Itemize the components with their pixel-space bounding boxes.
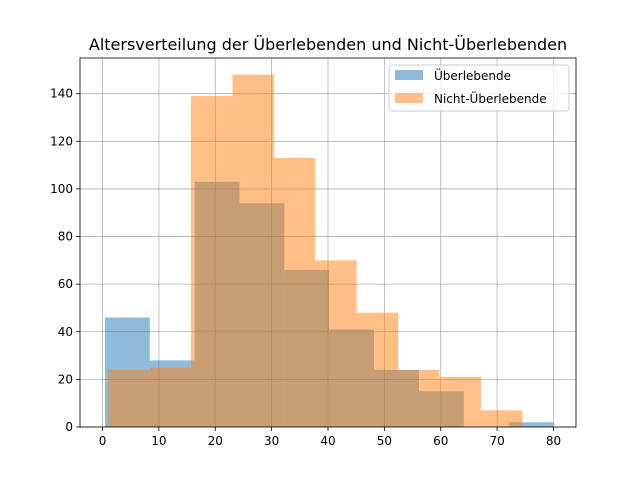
x-tick: 50 xyxy=(377,427,392,448)
x-tick: 10 xyxy=(151,427,167,448)
x-tick: 0 xyxy=(99,427,107,448)
legend-box xyxy=(388,64,570,112)
y-tick: 0 xyxy=(65,420,80,434)
y-tick: 120 xyxy=(50,134,80,148)
x-tick: 80 xyxy=(546,427,561,448)
histogram-bar xyxy=(356,312,399,427)
x-tick-label: 0 xyxy=(99,434,107,448)
legend: Überlebende Nicht-Überlebende xyxy=(388,64,570,112)
x-tick: 60 xyxy=(433,427,448,448)
y-tick: 60 xyxy=(58,277,80,291)
histogram-bar xyxy=(232,74,274,427)
series-1-bars xyxy=(108,74,523,427)
legend-swatch-non-survivors xyxy=(395,93,423,103)
x-tick-label: 50 xyxy=(377,434,392,448)
y-tick-label: 100 xyxy=(50,182,73,196)
y-tick-label: 80 xyxy=(58,230,73,244)
legend-label-survivors: Überlebende xyxy=(434,67,511,83)
histogram-bar xyxy=(191,96,233,427)
y-tick-label: 140 xyxy=(50,87,73,101)
y-tick-label: 20 xyxy=(58,372,73,386)
x-tick-label: 40 xyxy=(320,434,335,448)
x-tick: 70 xyxy=(489,427,505,448)
histogram-bar xyxy=(508,422,554,427)
x-tick-label: 60 xyxy=(433,434,448,448)
x-tick: 20 xyxy=(208,427,223,448)
y-tick: 140 xyxy=(50,87,80,101)
histogram-bar xyxy=(315,260,357,427)
histogram-bar xyxy=(149,367,192,427)
histogram-bar xyxy=(398,369,440,427)
x-tick: 30 xyxy=(264,427,279,448)
y-tick: 80 xyxy=(58,230,80,244)
x-tick-label: 20 xyxy=(208,434,223,448)
y-tick: 20 xyxy=(58,372,80,386)
x-tick: 40 xyxy=(320,427,336,448)
histogram-bar xyxy=(481,410,523,427)
y-tick-label: 40 xyxy=(58,325,73,339)
y-tick: 100 xyxy=(50,182,80,196)
x-tick-label: 10 xyxy=(151,434,166,448)
chart-title: Altersverteilung der Überlebenden und Ni… xyxy=(89,35,567,54)
histogram-bar xyxy=(108,369,150,427)
y-tick: 40 xyxy=(58,325,80,339)
y-tick-label: 0 xyxy=(65,420,73,434)
x-tick-label: 80 xyxy=(546,434,561,448)
x-axis: 0 10 20 30 40 50 60 70 80 xyxy=(99,427,561,448)
x-tick-label: 70 xyxy=(489,434,504,448)
legend-swatch-survivors xyxy=(395,70,423,80)
y-tick-label: 60 xyxy=(58,277,73,291)
y-tick-label: 120 xyxy=(50,134,73,148)
histogram-bar xyxy=(439,377,482,427)
histogram-bar xyxy=(273,157,316,427)
x-tick-label: 30 xyxy=(264,434,279,448)
y-axis: 0 20 40 60 80 100 120 140 xyxy=(50,87,80,434)
histogram-bars xyxy=(104,74,554,427)
legend-label-non-survivors: Nicht-Überlebende xyxy=(434,90,547,106)
